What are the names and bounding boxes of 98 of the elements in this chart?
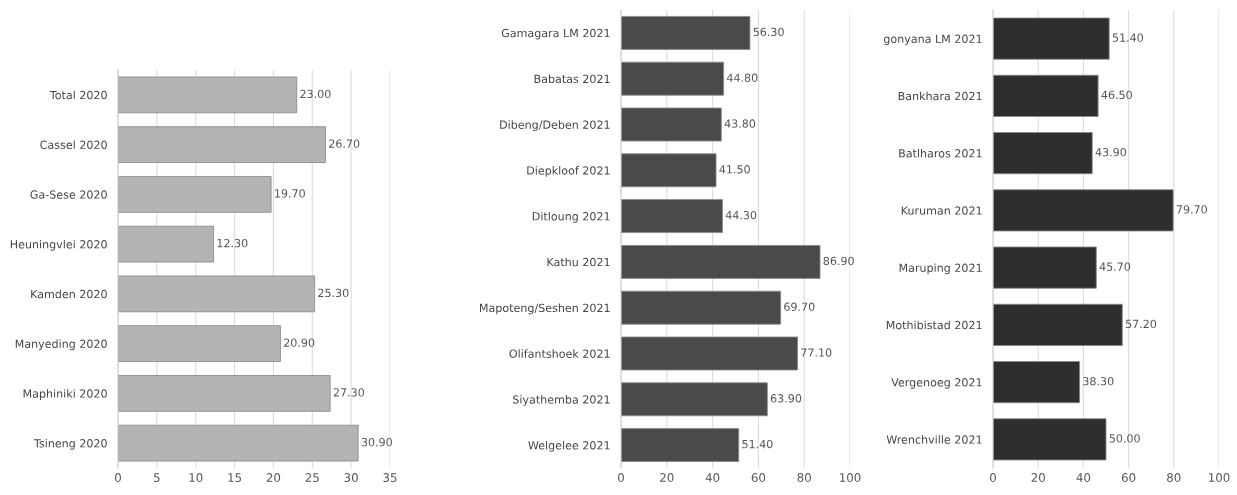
bar [621, 428, 740, 463]
data-label: 51.40 [1112, 33, 1144, 42]
x-tick-label: 15 [228, 473, 242, 482]
y-tick-label: Vergenoeg 2021 [891, 378, 982, 389]
x-tick-label: 20 [1031, 473, 1045, 482]
y-tick-label: Gamagara LM 2021 [501, 28, 610, 40]
data-label: 23.00 [300, 89, 331, 99]
y-tick-label: Mothibistad 2021 [886, 320, 982, 330]
data-label: 46.50 [1101, 90, 1132, 100]
bar [118, 375, 331, 412]
x-tick-label: 30 [344, 473, 358, 482]
data-label: 25.30 [318, 288, 349, 298]
bar [118, 225, 215, 263]
x-tick-label: 0 [618, 473, 624, 482]
data-label: 69.70 [784, 302, 815, 311]
data-label: 26.70 [329, 139, 360, 148]
bar [621, 61, 725, 96]
x-tick-label: 0 [990, 473, 996, 482]
y-tick-label: Ditloung 2021 [532, 211, 610, 223]
y-tick-label: Tsineng 2020 [33, 438, 107, 450]
data-label: 20.90 [284, 338, 315, 347]
y-tick-label: Welgelee 2021 [528, 440, 610, 452]
x-tick-label: 40 [705, 473, 720, 482]
bar [993, 17, 1110, 60]
y-tick-label: Mapoteng/Seshen 2021 [479, 303, 610, 315]
y-tick-label: Dibeng/Deben 2021 [500, 120, 610, 132]
data-label: 43.90 [1095, 147, 1127, 157]
data-label: 30.90 [361, 437, 392, 447]
data-label: 77.10 [801, 348, 832, 357]
bar [118, 424, 359, 462]
bar [993, 246, 1097, 289]
bar [621, 336, 798, 371]
y-tick-label: Kathu 2021 [547, 257, 610, 267]
data-label: 57.20 [1125, 319, 1157, 329]
x-tick-label: 60 [751, 473, 766, 482]
bar [621, 153, 717, 188]
bar [993, 418, 1107, 461]
y-tick-label: Diepkloof 2021 [527, 166, 610, 177]
x-tick-label: 40 [1076, 473, 1091, 482]
y-tick-label: Maruping 2021 [899, 263, 982, 275]
data-label: 79.70 [1176, 205, 1207, 214]
bar [118, 325, 281, 362]
y-tick-label: Siyathemba 2021 [513, 395, 610, 406]
y-tick-label: Heuningvlei 2020 [10, 239, 107, 251]
data-label: 38.30 [1083, 376, 1114, 386]
y-tick-label: Batlharos 2021 [899, 148, 982, 158]
bar [993, 303, 1123, 346]
y-tick-label: Wrenchville 2021 [886, 435, 982, 444]
bar [621, 107, 722, 142]
y-tick-label: Kuruman 2021 [901, 206, 982, 215]
bar [621, 15, 751, 50]
bar [993, 361, 1080, 404]
bar [993, 74, 1099, 117]
bar [118, 275, 316, 313]
data-label: 44.30 [725, 210, 757, 220]
x-tick-label: 10 [189, 473, 203, 482]
y-tick-label: Ga-Sese 2020 [30, 190, 107, 199]
x-tick-label: 100 [840, 473, 861, 482]
data-label: 27.30 [333, 388, 365, 397]
data-label: 44.80 [726, 73, 758, 82]
data-label: 63.90 [770, 394, 802, 403]
y-tick-label: Olifantshoek 2021 [509, 349, 610, 358]
y-tick-label: Bankhara 2021 [898, 91, 982, 101]
x-tick-label: 80 [797, 473, 811, 482]
x-tick-label: 0 [115, 473, 121, 482]
y-tick-label: gonyana LM 2021 [883, 34, 982, 46]
data-label: 50.00 [1109, 434, 1140, 443]
data-label: 56.30 [753, 27, 784, 37]
y-tick-label: Manyeding 2020 [15, 339, 107, 351]
bar [621, 244, 821, 279]
bar [993, 189, 1174, 232]
y-tick-label: Cassel 2020 [40, 140, 107, 149]
x-tick-label: 35 [383, 473, 397, 482]
data-label: 12.30 [217, 238, 248, 248]
x-tick-label: 20 [660, 473, 674, 482]
data-label: 19.70 [275, 189, 305, 198]
y-tick-label: Total 2020 [49, 90, 107, 100]
x-tick-label: 5 [154, 473, 160, 482]
bar [621, 382, 768, 417]
data-label: 51.40 [742, 439, 773, 449]
data-label: 86.90 [823, 256, 854, 266]
data-label: 43.80 [724, 119, 756, 128]
y-tick-label: Babatas 2021 [534, 74, 610, 84]
x-tick-label: 80 [1167, 473, 1181, 482]
bar [118, 126, 326, 163]
bar [621, 290, 782, 325]
data-label: 41.50 [719, 165, 750, 174]
bar [621, 199, 723, 234]
x-tick-label: 100 [1209, 473, 1230, 482]
x-tick-label: 60 [1121, 473, 1136, 482]
bar [993, 132, 1093, 175]
y-tick-label: Kamden 2020 [31, 289, 107, 299]
data-label: 45.70 [1099, 262, 1131, 271]
x-tick-label: 20 [266, 473, 281, 482]
x-tick-label: 25 [305, 473, 319, 482]
y-tick-label: Maphiniki 2020 [23, 389, 107, 400]
bar [118, 176, 272, 213]
bar [118, 76, 298, 114]
